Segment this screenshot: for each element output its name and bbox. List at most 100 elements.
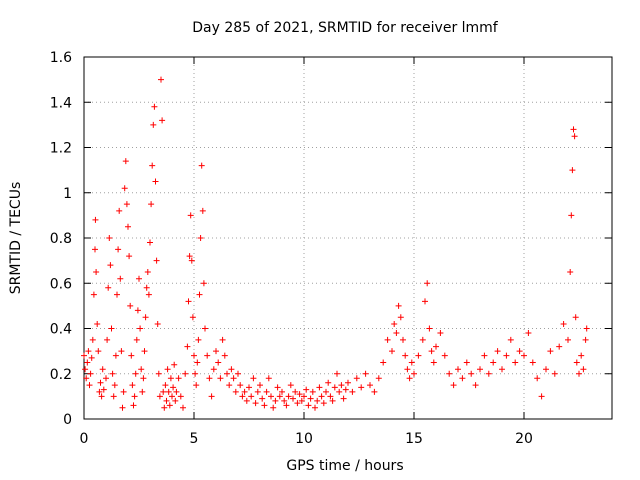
grid-layer	[84, 57, 612, 419]
data-point	[117, 275, 124, 282]
data-point	[568, 212, 575, 219]
data-point	[86, 382, 93, 389]
data-point	[408, 359, 415, 366]
data-point	[241, 388, 248, 395]
y-tick-label: 1.2	[50, 141, 72, 157]
data-point	[158, 76, 164, 83]
data-point	[455, 366, 461, 373]
data-point	[85, 348, 92, 355]
data-point	[219, 336, 226, 343]
data-point	[165, 388, 172, 395]
data-point	[314, 397, 321, 404]
data-point	[106, 235, 113, 241]
data-point	[384, 336, 391, 343]
data-point	[89, 336, 96, 343]
data-point	[167, 375, 174, 382]
y-axis-label: SRMTID / TECUs	[8, 182, 24, 295]
data-point	[169, 393, 175, 400]
data-point	[437, 330, 444, 337]
y-tick-label: 0.8	[50, 231, 72, 247]
data-point	[415, 352, 422, 359]
data-point	[224, 370, 230, 377]
data-point	[268, 393, 274, 400]
data-point	[93, 268, 100, 275]
data-point	[485, 370, 492, 377]
data-point	[163, 397, 170, 404]
data-point	[560, 320, 567, 327]
data-point	[194, 359, 201, 366]
data-point	[142, 314, 149, 321]
data-point	[534, 375, 541, 382]
data-point	[92, 246, 98, 253]
data-point	[125, 223, 131, 230]
data-point	[100, 386, 107, 393]
data-point	[182, 370, 189, 377]
data-point	[565, 336, 571, 343]
data-point	[571, 133, 578, 140]
data-point	[243, 397, 250, 404]
data-point	[494, 348, 501, 355]
data-point	[105, 284, 112, 291]
data-point	[180, 404, 186, 411]
data-point	[120, 388, 127, 395]
tick-layer: 0 5 10 15 20 0 0.2 0.4 0.6 0.8 1 1.2 1.4 1.6	[50, 50, 612, 447]
data-point	[395, 302, 402, 309]
data-point	[200, 280, 207, 287]
data-point	[133, 336, 140, 343]
data-point	[389, 348, 395, 355]
data-point	[107, 262, 114, 269]
data-point	[338, 382, 345, 389]
data-point	[583, 325, 590, 332]
data-point	[173, 388, 180, 395]
data-point	[154, 320, 161, 327]
data-point	[261, 402, 268, 409]
data-point	[170, 384, 177, 391]
data-point	[121, 185, 128, 192]
data-point	[90, 291, 97, 298]
data-point	[237, 382, 244, 389]
data-point	[239, 393, 246, 400]
data-point	[345, 379, 351, 386]
data-point	[130, 402, 137, 409]
data-point	[428, 348, 435, 355]
data-point	[149, 162, 156, 169]
data-point	[232, 388, 239, 395]
data-point	[123, 201, 130, 208]
data-point	[576, 370, 582, 377]
data-point	[279, 388, 285, 395]
data-point	[512, 359, 519, 366]
data-point	[217, 375, 224, 382]
data-point	[307, 395, 314, 402]
data-point	[272, 397, 279, 404]
data-point	[128, 352, 135, 359]
data-point	[309, 388, 316, 395]
data-point	[246, 384, 252, 391]
data-point	[507, 336, 514, 343]
data-point	[81, 352, 87, 359]
data-point	[296, 391, 303, 398]
data-point	[556, 343, 563, 350]
data-point	[131, 393, 138, 400]
data-point	[206, 375, 213, 382]
data-point	[127, 302, 134, 309]
data-point	[290, 395, 296, 402]
data-point	[402, 352, 409, 359]
data-point	[199, 207, 206, 214]
data-point	[97, 379, 104, 386]
data-point	[362, 370, 369, 377]
data-point	[459, 375, 466, 382]
data-point	[292, 388, 299, 395]
data-point	[188, 257, 195, 264]
data-point	[393, 330, 400, 337]
x-tick-label: 5	[190, 431, 199, 447]
data-point	[499, 366, 505, 373]
data-point	[198, 162, 205, 169]
data-point	[161, 404, 168, 411]
data-point	[230, 375, 237, 382]
y-tick-label: 1.4	[50, 95, 72, 111]
data-point	[104, 336, 111, 343]
data-point	[430, 359, 437, 366]
data-point	[112, 352, 119, 359]
data-point	[327, 393, 334, 400]
data-point	[525, 330, 532, 337]
